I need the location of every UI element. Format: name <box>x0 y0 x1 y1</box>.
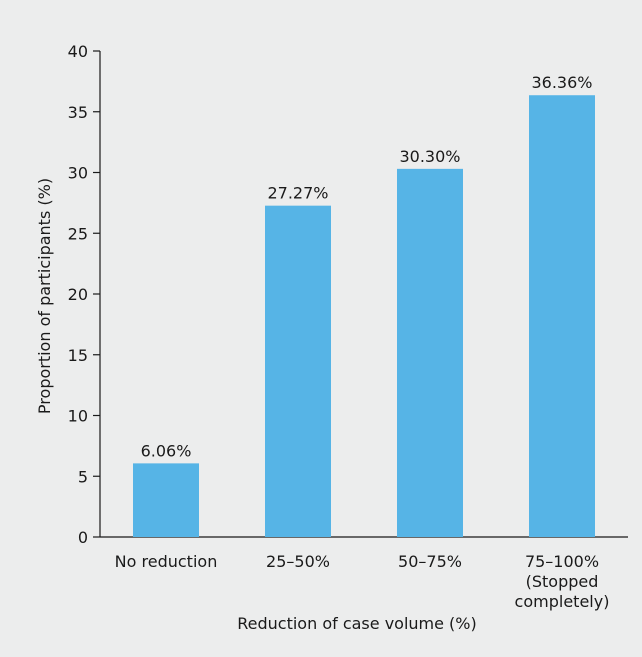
y-axis-title: Proportion of participants (%) <box>35 178 54 414</box>
x-category-label: 75–100% (Stopped completely) <box>515 552 610 611</box>
y-tick-label: 10 <box>68 407 88 426</box>
bar <box>529 95 595 537</box>
x-category-label: No reduction <box>115 552 218 571</box>
bar <box>133 463 199 537</box>
x-axis-title: Reduction of case volume (%) <box>237 614 477 633</box>
y-tick-label: 15 <box>68 346 88 365</box>
bar-data-label: 27.27% <box>267 184 328 203</box>
y-tick-label: 40 <box>68 42 88 61</box>
y-tick-label: 30 <box>68 164 88 183</box>
y-tick-label: 35 <box>68 103 88 122</box>
y-tick-label: 0 <box>78 528 88 547</box>
y-tick-label: 5 <box>78 467 88 486</box>
data-labels: 6.06% 27.27% 30.30% 36.36% <box>141 73 593 460</box>
bar-data-label: 36.36% <box>531 73 592 92</box>
bar-data-label: 30.30% <box>399 147 460 166</box>
x-axis: No reduction 25–50% 50–75% 75–100% (Stopped c… <box>100 536 628 611</box>
y-tick-label: 20 <box>68 285 88 304</box>
bars <box>133 95 595 538</box>
bar <box>397 168 463 538</box>
x-category-label: 25–50% <box>266 552 330 571</box>
x-category-label: 50–75% <box>398 552 462 571</box>
bar-data-label: 6.06% <box>141 441 192 460</box>
y-tick-label: 25 <box>68 224 88 243</box>
bar <box>265 205 331 537</box>
y-axis: 0 5 10 15 20 25 30 35 40 <box>68 42 101 547</box>
